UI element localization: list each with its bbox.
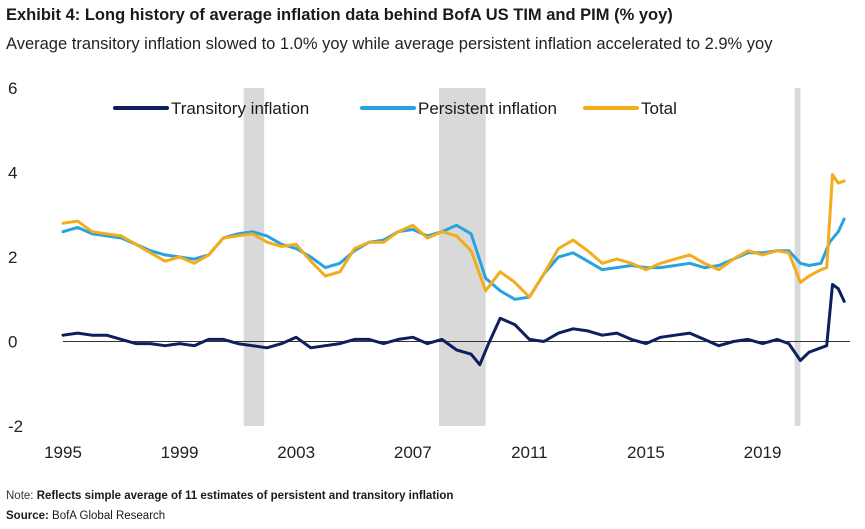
source-label: Source: — [6, 510, 49, 522]
y-tick-label: 0 — [8, 333, 17, 352]
chart-subtitle: Average transitory inflation slowed to 1… — [6, 35, 773, 53]
series-line-transitory-inflation — [61, 283, 846, 367]
x-tick-label: 2015 — [627, 443, 665, 462]
x-tick-label: 1995 — [44, 443, 82, 462]
series-line-total — [61, 173, 846, 299]
legend-label: Total — [641, 99, 677, 118]
x-tick-label: 1999 — [161, 443, 199, 462]
x-tick-label: 2003 — [277, 443, 315, 462]
chart-title: Exhibit 4: Long history of average infla… — [6, 6, 673, 24]
y-axis: -2 0 2 4 6 — [8, 79, 23, 436]
x-tick-label: 2007 — [394, 443, 432, 462]
y-tick-label: 2 — [8, 248, 17, 267]
legend-label: Transitory inflation — [171, 99, 309, 118]
source-text: BofA Global Research — [52, 510, 166, 522]
recession-band — [794, 88, 801, 426]
x-tick-label: 2011 — [511, 443, 548, 462]
legend: Transitory inflation Persistent inflation… — [113, 99, 677, 118]
y-tick-label: -2 — [8, 417, 23, 436]
source: Source: BofA Global Research — [6, 510, 165, 522]
series-lines — [61, 173, 846, 367]
legend-label: Persistent inflation — [418, 99, 557, 118]
recession-band — [243, 88, 265, 426]
y-tick-label: 6 — [8, 79, 17, 98]
note: Note: Reflects simple average of 11 esti… — [6, 490, 453, 502]
y-tick-label: 4 — [8, 164, 17, 183]
x-tick-label: 2019 — [744, 443, 782, 462]
note-label: Note: — [6, 490, 34, 502]
note-text: Reflects simple average of 11 estimates … — [36, 490, 454, 502]
x-axis: 1995 1999 2003 2007 2011 2015 2019 — [44, 443, 781, 462]
recession-bands — [243, 88, 801, 426]
